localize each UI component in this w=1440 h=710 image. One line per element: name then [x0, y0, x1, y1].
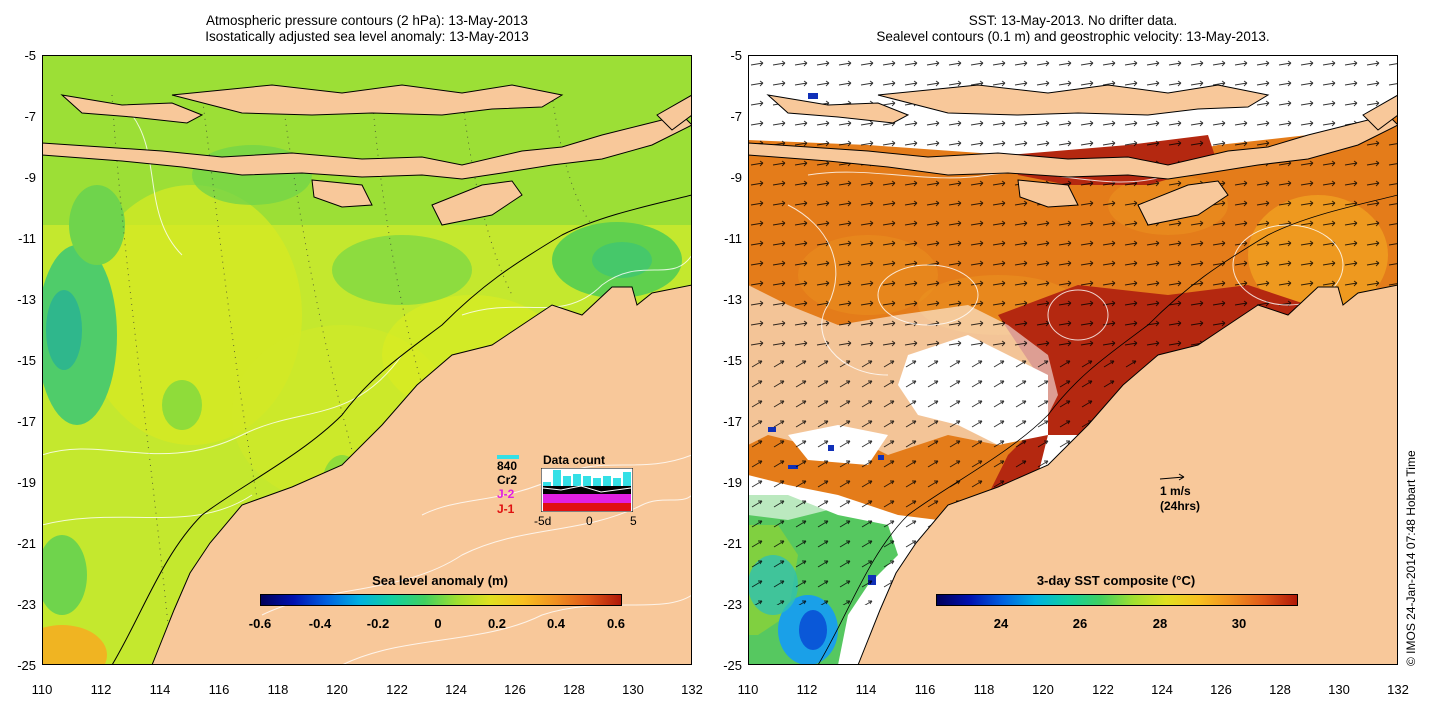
velocity-key-line1: 1 m/s	[1160, 484, 1191, 498]
right-australia-landmass	[857, 284, 1398, 665]
right-ytick: -13	[723, 292, 742, 307]
hist-bar-840	[593, 478, 601, 492]
right-xtick: 110	[737, 682, 759, 697]
data-count-histogram	[541, 468, 633, 512]
hist-bar-840	[553, 470, 561, 492]
right-xtick: 120	[1032, 682, 1054, 697]
left-xtick: 124	[445, 682, 467, 697]
hist-bar-840	[603, 476, 611, 492]
right-map	[748, 55, 1398, 665]
left-ytick: -23	[17, 597, 36, 612]
left-xtick: 130	[622, 682, 644, 697]
hist-bar-840	[583, 476, 591, 492]
left-xtick: 128	[563, 682, 585, 697]
left-xtick: 114	[149, 682, 171, 697]
left-ytick: -19	[17, 475, 36, 490]
right-cbar-tick: 28	[1152, 616, 1168, 631]
right-ytick: -11	[724, 231, 742, 246]
data-count-title: Data count	[543, 453, 606, 467]
left-colorbar-title: Sea level anomaly (m)	[372, 573, 508, 588]
left-xtick: 110	[31, 682, 53, 697]
right-cbar-tick: 24	[993, 616, 1009, 631]
data-count-xtick: -5d	[534, 514, 552, 528]
right-xtick: 124	[1151, 682, 1173, 697]
left-cbar-tick: 0.4	[546, 616, 566, 631]
right-xtick: 116	[914, 682, 936, 697]
data-count-xtick: 0	[586, 514, 593, 528]
sat-swatch-840	[497, 455, 519, 459]
velocity-key-line2: (24hrs)	[1160, 499, 1201, 513]
data-count-xtick: 5	[630, 514, 637, 528]
left-ytick: -11	[18, 231, 36, 246]
left-title-line2: Isostatically adjusted sea level anomaly…	[205, 29, 529, 44]
left-ytick: -15	[17, 353, 36, 368]
left-colorbar	[260, 594, 622, 606]
right-xtick: 130	[1328, 682, 1350, 697]
left-ytick: -7	[24, 109, 36, 124]
hist-bar-840	[623, 472, 631, 492]
left-xtick: 120	[326, 682, 348, 697]
left-cbar-tick: -0.6	[248, 616, 272, 631]
sat-label-840: 840	[497, 459, 518, 473]
right-xtick: 132	[1387, 682, 1409, 697]
left-xtick: 132	[681, 682, 703, 697]
hist-band-cr2	[543, 486, 631, 494]
velocity-key-arrow	[1159, 473, 1185, 481]
left-cbar-tick: 0.6	[606, 616, 626, 631]
left-australia-landmass	[151, 284, 692, 665]
right-ytick: -9	[730, 170, 742, 185]
right-xtick: 112	[796, 682, 818, 697]
left-ytick: -13	[17, 292, 36, 307]
left-cbar-tick: -0.2	[366, 616, 390, 631]
right-ytick: -15	[723, 353, 742, 368]
left-xtick: 116	[208, 682, 230, 697]
right-xtick: 128	[1269, 682, 1291, 697]
left-cbar-tick: -0.4	[308, 616, 332, 631]
right-ytick: -19	[723, 475, 742, 490]
right-title-line1: SST: 13-May-2013. No drifter data.	[968, 13, 1178, 28]
right-ytick: -5	[730, 48, 742, 63]
hist-bar-840	[613, 478, 621, 492]
left-ytick: -17	[17, 414, 36, 429]
hist-band-j1	[543, 503, 631, 511]
hist-bar-840	[573, 474, 581, 492]
right-title-line2: Sealevel contours (0.1 m) and geostrophi…	[876, 29, 1270, 44]
right-ytick: -7	[730, 109, 742, 124]
left-xtick: 118	[267, 682, 289, 697]
right-ytick: -25	[723, 658, 742, 673]
right-xtick: 122	[1092, 682, 1114, 697]
hist-line	[542, 485, 632, 493]
imos-credit: © IMOS 24-Jan-2014 07:48 Hobart Time	[1404, 450, 1418, 666]
right-cbar-tick: 30	[1231, 616, 1247, 631]
left-ytick: -25	[17, 658, 36, 673]
sat-label-j1: J-1	[497, 502, 515, 516]
left-xtick: 126	[504, 682, 526, 697]
left-cbar-tick: 0.2	[487, 616, 507, 631]
left-title-line1: Atmospheric pressure contours (2 hPa): 1…	[206, 13, 528, 28]
right-cbar-tick: 26	[1072, 616, 1088, 631]
sat-label-cr2: Cr2	[497, 473, 518, 487]
sat-label-j2: J-2	[497, 487, 515, 501]
right-colorbar-title: 3-day SST composite (°C)	[1036, 573, 1196, 588]
right-ytick: -21	[723, 536, 742, 551]
right-ytick: -17	[723, 414, 742, 429]
left-xtick: 112	[90, 682, 112, 697]
left-map	[42, 55, 692, 665]
right-ytick: -23	[723, 597, 742, 612]
right-colorbar	[936, 594, 1298, 606]
right-xtick: 114	[855, 682, 877, 697]
hist-band-j2	[543, 494, 631, 503]
hist-bar-840	[563, 476, 571, 492]
right-xtick: 126	[1210, 682, 1232, 697]
right-xtick: 118	[973, 682, 995, 697]
left-xtick: 122	[386, 682, 408, 697]
left-ytick: -21	[17, 536, 36, 551]
left-cbar-tick: 0	[434, 616, 442, 631]
left-ytick: -9	[24, 170, 36, 185]
left-ytick: -5	[24, 48, 36, 63]
